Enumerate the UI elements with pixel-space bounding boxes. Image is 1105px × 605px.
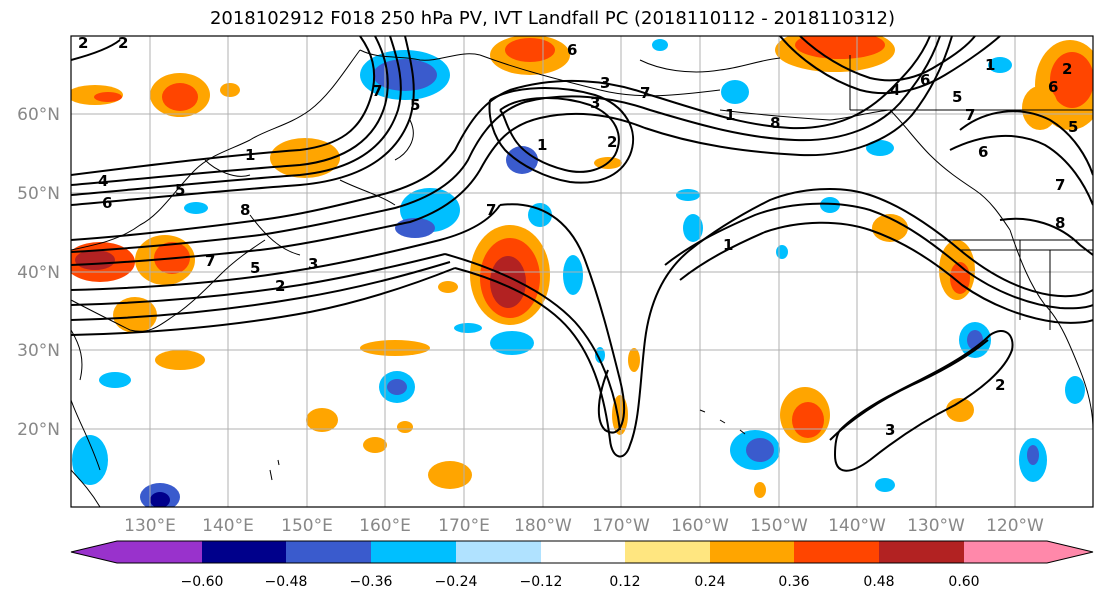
lon-label: 150°W: [750, 516, 808, 536]
contour-label: 3: [308, 255, 318, 273]
contour-label: 7: [640, 84, 650, 102]
colorbar-segment: [879, 541, 964, 563]
colorbar-segment: [625, 541, 710, 563]
coastlines: [71, 49, 1093, 507]
pv-contours: [71, 36, 1093, 472]
colorbar-segment: [964, 541, 1047, 563]
contour-label: 6: [978, 143, 988, 161]
lon-label: 160°E: [359, 516, 411, 536]
map-title: 2018102912 F018 250 hPa PV, IVT Landfall…: [209, 8, 896, 29]
colorbar-tick-label: 0.24: [694, 574, 725, 590]
graticule: [71, 36, 1093, 507]
map-content: 2 4 6 1 5 7 2 3 5 7 6 1 2 3 7 8 1 2 3 4 …: [71, 34, 1093, 507]
lon-label: 120°W: [986, 516, 1044, 536]
contour-label: 2: [1062, 60, 1072, 78]
colorbar-segment: [371, 541, 456, 563]
contour-label: 2: [118, 34, 128, 52]
lon-label: 140°E: [202, 516, 254, 536]
contour-label: 7: [205, 252, 215, 270]
contour-label: 1: [537, 136, 547, 154]
contour-label: 5: [410, 96, 420, 114]
lat-label: 60°N: [17, 105, 60, 125]
lon-label: 130°W: [907, 516, 965, 536]
colorbar-extend-low: [71, 541, 117, 563]
colorbar-segment: [286, 541, 371, 563]
lon-label: 140°W: [828, 516, 886, 536]
colorbar-segment: [117, 541, 202, 563]
lon-label: 170°E: [438, 516, 490, 536]
lon-label: 150°E: [281, 516, 333, 536]
lat-label: 50°N: [17, 184, 60, 204]
contour-label: 6: [102, 194, 112, 212]
contour-label: 4: [890, 81, 900, 99]
colorbar-segment: [794, 541, 879, 563]
contour-label: 2: [607, 133, 617, 151]
colorbar-tick-label: 0.48: [863, 574, 894, 590]
colorbar: −0.60 −0.48 −0.36 −0.24 −0.12 0.12 0.24 …: [70, 540, 1094, 590]
latitude-axis: 60°N 50°N 40°N 30°N 20°N: [17, 105, 60, 440]
colorbar-tick-label: 0.60: [948, 574, 979, 590]
colorbar-outline: [70, 540, 1094, 564]
contour-label: 7: [372, 82, 382, 100]
colorbar-tick-label: 0.36: [778, 574, 809, 590]
anomaly-shading: [71, 36, 1093, 507]
contour-label: 3: [590, 94, 600, 112]
lon-label: 170°W: [592, 516, 650, 536]
contour-label: 1: [725, 106, 735, 124]
contour-label: 7: [486, 201, 496, 219]
contour-label: 8: [1055, 214, 1065, 232]
colorbar-segment: [541, 541, 625, 563]
contour-label: 7: [965, 106, 975, 124]
contour-label: 6: [920, 71, 930, 89]
contour-label: 6: [567, 41, 577, 59]
colorbar-tick-label: −0.48: [265, 574, 308, 590]
contour-label: 1: [723, 236, 733, 254]
contour-labels: 2 4 6 1 5 7 2 3 5 7 6 1 2 3 7 8 1 2 3 4 …: [78, 34, 1078, 439]
lon-label: 180°W: [514, 516, 572, 536]
contour-label: 5: [250, 259, 260, 277]
contour-label: 4: [98, 172, 108, 190]
colorbar-extend-high: [1047, 541, 1093, 563]
contour-label: 8: [240, 201, 250, 219]
colorbar-tick-label: −0.12: [520, 574, 563, 590]
contour-label: 1: [985, 56, 995, 74]
contour-label: 2: [275, 277, 285, 295]
colorbar-segment: [456, 541, 541, 563]
lon-label: 130°E: [124, 516, 176, 536]
contour-label: 1: [245, 146, 255, 164]
longitude-axis: 130°E 140°E 150°E 160°E 170°E 180°W 170°…: [124, 516, 1044, 536]
lon-label: 160°W: [671, 516, 729, 536]
lat-label: 40°N: [17, 263, 60, 283]
contour-label: 8: [770, 114, 780, 132]
contour-label: 5: [1068, 118, 1078, 136]
contour-label: 3: [600, 74, 610, 92]
colorbar-tick-label: 0.12: [609, 574, 640, 590]
colorbar-segment: [202, 541, 286, 563]
contour-label: 3: [885, 421, 895, 439]
colorbar-tick-label: −0.24: [435, 574, 478, 590]
lat-label: 20°N: [17, 420, 60, 440]
contour-label: 5: [952, 88, 962, 106]
colorbar-segment: [710, 541, 794, 563]
contour-label: 6: [1048, 78, 1058, 96]
contour-label: 2: [78, 34, 88, 52]
colorbar-tick-label: −0.60: [181, 574, 224, 590]
lat-label: 30°N: [17, 341, 60, 361]
contour-label: 5: [175, 181, 185, 199]
contour-label: 7: [1055, 176, 1065, 194]
contour-label: 2: [995, 376, 1005, 394]
map-frame: [70, 35, 1094, 508]
colorbar-tick-label: −0.36: [350, 574, 393, 590]
